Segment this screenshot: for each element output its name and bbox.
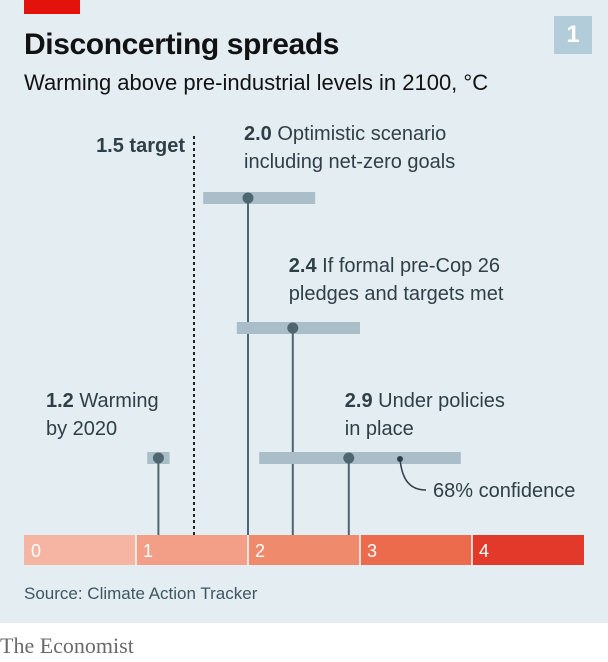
annotation-2.9: 2.9 Under policies in place (345, 390, 505, 440)
scale-segment-3 (360, 535, 472, 565)
range-bar-2.0 (203, 192, 316, 204)
chart-panel (0, 0, 608, 623)
chart-title: Disconcerting spreads (24, 28, 340, 61)
scale-segment-4 (472, 535, 584, 565)
brand-red-tag (24, 0, 80, 14)
brand-wordmark: The Economist (0, 633, 134, 658)
tick-label-2: 2 (255, 541, 265, 561)
tick-label-0: 0 (31, 541, 41, 561)
point-marker-2.9 (343, 452, 355, 464)
confidence-pointer-line (399, 458, 427, 491)
source-note: Source: Climate Action Tracker (24, 584, 258, 603)
scale-segment-0 (24, 535, 136, 565)
annotation-2.4: 2.4 If formal pre-Cop 26 pledges and targ… (289, 255, 504, 305)
annotation-2.0: 2.0 Optimistic scenario including net-zer… (244, 123, 455, 173)
point-marker-1.2 (152, 452, 164, 464)
point-marker-2.0 (242, 192, 254, 204)
range-bar-2.4 (236, 322, 360, 334)
tick-label-1: 1 (143, 541, 153, 561)
scale-segment-1 (136, 535, 248, 565)
range-chart: 0 1 2 3 4 1.5 target 1.2 Warming by 2020 2.0 Opt… (24, 123, 584, 565)
confidence-note: 68% confidence (433, 480, 575, 502)
range-bar-2.9 (259, 452, 461, 464)
target-label: 1.5 target (96, 135, 185, 157)
point-marker-2.4 (287, 322, 299, 334)
annotation-1.2: 1.2 Warming by 2020 (46, 390, 159, 440)
scale-segment-2 (248, 535, 360, 565)
tick-label-4: 4 (479, 541, 489, 561)
tick-label-3: 3 (367, 541, 377, 561)
chart-number-badge: 1 (554, 16, 592, 54)
chart-subtitle: Warming above pre-industrial levels in 2… (24, 70, 489, 95)
